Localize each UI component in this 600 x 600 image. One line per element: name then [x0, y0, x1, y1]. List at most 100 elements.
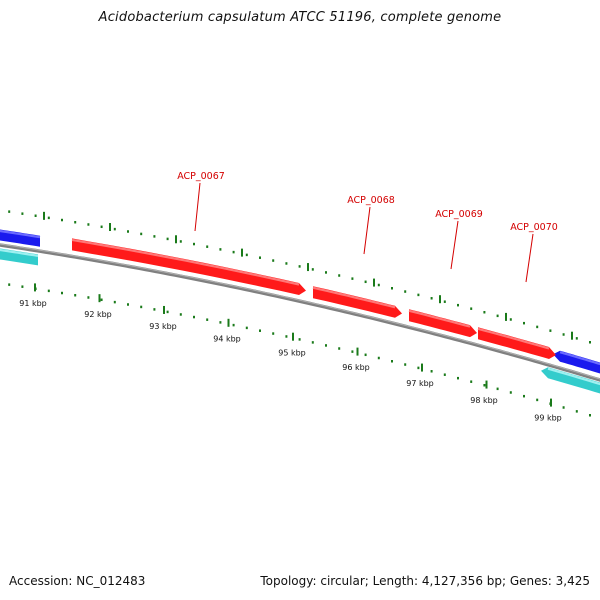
- gene-leader-line: [450, 220, 459, 270]
- lower-minor-tick: [391, 360, 393, 363]
- scale-label: 98 kbp: [470, 396, 498, 405]
- upper-minor-tick: [311, 268, 314, 271]
- upper-minor-tick: [74, 220, 77, 224]
- upper-minor-tick: [496, 314, 499, 318]
- lower-minor-tick: [562, 406, 565, 409]
- lower-minor-tick: [377, 356, 380, 360]
- lower-minor-tick: [193, 315, 195, 319]
- upper-major-tick: [241, 248, 243, 257]
- lower-minor-tick: [443, 373, 446, 376]
- gene-leader-line: [194, 182, 201, 232]
- gene-label[interactable]: ACP_0067: [177, 171, 225, 182]
- upper-minor-tick: [259, 256, 261, 259]
- lower-minor-tick: [206, 318, 209, 321]
- gene-arrow: [478, 327, 556, 359]
- lower-minor-tick: [325, 344, 327, 347]
- upper-minor-tick: [206, 245, 209, 248]
- lower-major-tick: [292, 332, 294, 341]
- upper-minor-tick: [483, 310, 486, 314]
- cyan-gene-highlight: [0, 248, 39, 257]
- upper-minor-tick: [61, 218, 63, 222]
- lower-minor-tick: [179, 313, 182, 316]
- upper-minor-tick: [127, 230, 129, 233]
- lower-minor-tick: [483, 383, 486, 387]
- upper-minor-tick: [457, 303, 459, 307]
- scale-label: 92 kbp: [84, 310, 112, 319]
- scale-label: 97 kbp: [406, 379, 434, 388]
- upper-major-tick: [373, 278, 375, 287]
- scale-label: 99 kbp: [534, 414, 562, 423]
- map-title: Acidobacterium capsulatum ATCC 51196, co…: [98, 10, 502, 25]
- lower-minor-tick: [219, 321, 222, 324]
- lower-minor-tick: [61, 291, 63, 295]
- upper-minor-tick: [34, 214, 37, 217]
- scale-label: 94 kbp: [213, 335, 241, 344]
- lower-minor-tick: [589, 414, 591, 417]
- gene-leader-line: [363, 206, 371, 255]
- gene-leader-line: [525, 233, 534, 283]
- gene-label[interactable]: ACP_0068: [347, 195, 395, 206]
- upper-minor-tick: [404, 290, 407, 293]
- cyan-gene: [541, 367, 600, 394]
- scale-label: 93 kbp: [149, 322, 177, 331]
- gene-arrow-highlight: [71, 238, 300, 286]
- upper-minor-tick: [575, 337, 578, 340]
- scale-label: 95 kbp: [278, 349, 306, 358]
- upper-minor-tick: [193, 242, 195, 246]
- gene-features: [71, 238, 556, 359]
- gene-arrow-highlight: [408, 309, 471, 328]
- lower-minor-tick: [100, 298, 103, 302]
- gene-arrow: [72, 238, 306, 295]
- cyan-gene: [0, 248, 38, 266]
- flanking-genes: [0, 229, 600, 394]
- backbone-line: [0, 243, 600, 382]
- upper-minor-tick: [391, 287, 393, 290]
- lower-minor-tick: [311, 341, 314, 344]
- scale-label: 96 kbp: [342, 363, 370, 372]
- upper-minor-tick: [298, 265, 301, 268]
- lower-minor-tick: [87, 296, 90, 299]
- lower-minor-tick: [8, 283, 11, 286]
- lower-minor-tick: [127, 303, 129, 306]
- upper-minor-tick: [589, 341, 591, 344]
- upper-minor-tick: [87, 223, 90, 226]
- lower-minor-tick: [470, 380, 473, 383]
- upper-tick-track: [8, 210, 591, 344]
- lower-minor-tick: [523, 394, 525, 398]
- blue-gene-highlight: [0, 229, 41, 239]
- lower-major-tick: [421, 363, 423, 372]
- lower-minor-tick: [166, 310, 169, 314]
- upper-minor-tick: [325, 271, 327, 274]
- upper-minor-tick: [153, 235, 156, 238]
- lower-minor-tick: [47, 289, 50, 293]
- scale-label: 91 kbp: [19, 299, 47, 308]
- lower-minor-tick: [272, 332, 275, 335]
- lower-minor-tick: [232, 323, 235, 327]
- gene-label[interactable]: ACP_0070: [510, 222, 558, 233]
- lower-minor-tick: [74, 293, 77, 297]
- lower-minor-tick: [417, 366, 420, 370]
- lower-major-tick: [98, 294, 101, 303]
- lower-minor-tick: [404, 363, 407, 366]
- lower-major-tick: [485, 380, 488, 389]
- upper-minor-tick: [364, 280, 367, 284]
- gene-arrow-highlight: [312, 286, 396, 309]
- gene-arrow: [313, 286, 402, 318]
- upper-minor-tick: [470, 307, 473, 310]
- upper-minor-tick: [8, 210, 11, 213]
- upper-major-tick: [109, 223, 111, 232]
- accession-text: Accession: NC_012483: [9, 574, 146, 588]
- lower-minor-tick: [285, 335, 288, 338]
- upper-minor-tick: [245, 253, 248, 257]
- gene-labels: ACP_0067 ACP_0068 ACP_0069 ACP_0070: [177, 171, 558, 283]
- lower-minor-tick: [140, 305, 143, 309]
- lower-minor-tick: [536, 398, 539, 402]
- lower-minor-tick: [509, 391, 512, 394]
- blue-gene: [553, 350, 600, 374]
- lower-minor-tick: [259, 329, 261, 332]
- lower-major-tick: [550, 398, 552, 407]
- gene-label[interactable]: ACP_0069: [435, 209, 483, 220]
- upper-minor-tick: [166, 237, 169, 241]
- upper-minor-tick: [430, 297, 433, 300]
- upper-minor-tick: [443, 300, 446, 303]
